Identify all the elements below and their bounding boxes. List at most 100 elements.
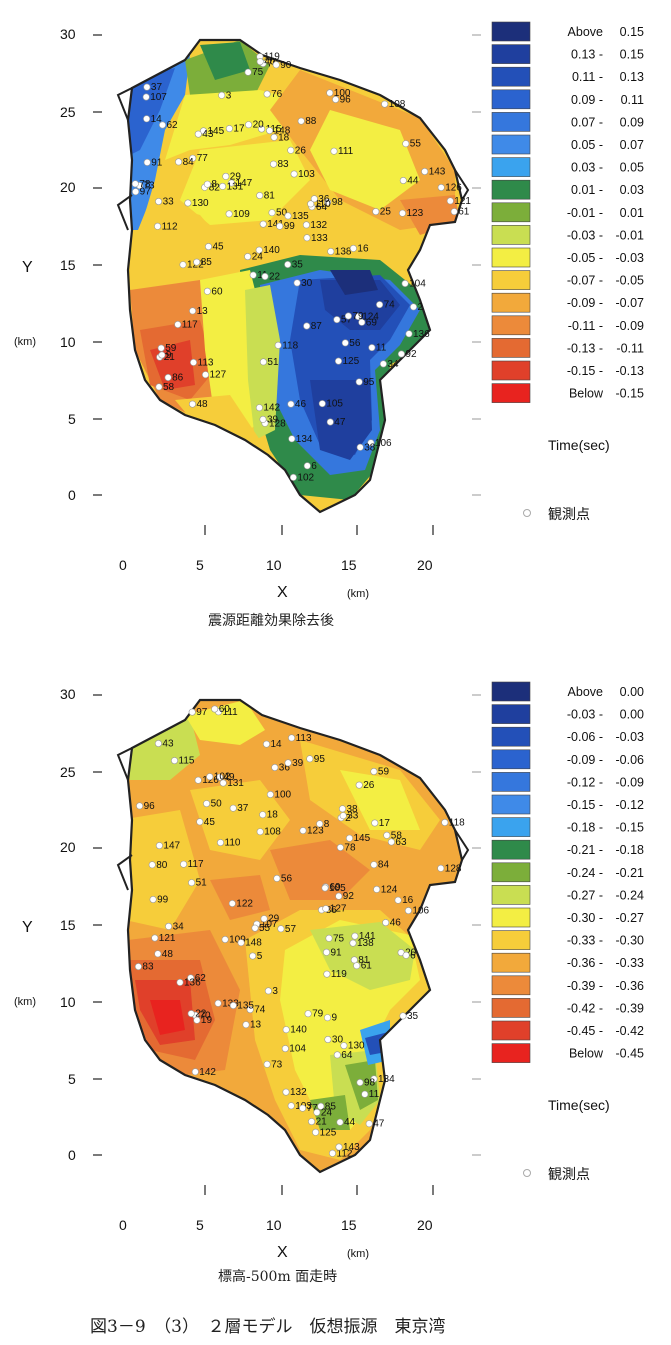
station-marker [184,199,192,207]
station-label: 22 [195,1009,207,1020]
station-label: 140 [263,245,280,256]
legend-value: -0.27 [616,911,645,925]
legend-value: -0.15 [616,821,645,835]
y-axis-unit: (km) [14,336,36,348]
station-marker [262,740,270,748]
legend-label: -0.45 - [567,1024,603,1038]
station-label: 22 [269,272,281,283]
station-label: 8 [324,819,330,830]
station-label: 148 [274,126,291,137]
station-marker [293,279,301,287]
station-label: 13 [197,306,209,317]
station-label: 58 [391,830,403,841]
station-label: 119 [264,52,280,63]
station-marker [132,188,140,196]
legend-station-label-1: 観測点 [548,506,590,523]
station-label: 138 [357,938,374,949]
legend-label: -0.30 - [567,911,603,925]
station-marker [266,127,274,135]
station-label: 64 [316,202,328,213]
station-marker [334,357,342,365]
station-marker [256,828,264,836]
station-marker [335,1143,343,1151]
x-axis-unit: (km) [347,1248,369,1260]
station-marker [321,884,329,892]
station-marker [284,260,292,268]
station-marker [158,351,166,359]
station-marker [229,804,237,812]
station-marker [354,312,362,320]
legend-label: 0.01 - [571,183,603,197]
station-marker [370,861,378,869]
station-label: 36 [279,763,291,774]
station-marker [376,301,384,309]
legend-label: -0.24 - [567,866,603,880]
station-marker [336,1118,344,1126]
station-marker [297,117,305,125]
station-marker [367,439,375,447]
station-label: 75 [252,67,264,78]
station-marker [282,1026,290,1034]
station-label: 102 [297,472,314,483]
station-label: 77 [197,153,209,164]
legend-2: Above 0.00-0.03 -0.00-0.06 - -0.03-0.09 --… [491,681,645,1063]
station-marker [313,1108,321,1116]
x-tick-5: 5 [196,557,204,573]
station-label: 60 [211,286,223,297]
station-marker [259,358,267,366]
station-label: 45 [204,817,216,828]
station-label: 26 [295,145,307,156]
station-label: 135 [292,211,309,222]
station-label: 131 [227,778,244,789]
legend-swatch [491,907,531,928]
station-marker [259,220,267,228]
station-marker [290,170,298,178]
station-label: 106 [375,438,392,449]
station-label: 96 [340,95,352,106]
station-marker [303,462,311,470]
station-marker [134,963,142,971]
station-label: 2 [418,302,424,313]
station-label: 81 [264,191,276,202]
station-marker [273,874,281,882]
station-label: 75 [333,933,345,944]
station-marker [328,1149,336,1157]
legend-station-label-2: 観測点 [548,1166,590,1183]
station-marker [327,248,335,256]
station-label: 113 [198,357,214,368]
station-label: 105 [329,883,346,894]
station-symbol-2 [523,1169,531,1177]
figure-caption: 図3－9 （3） ２層モデル 仮想振源 東京湾 [90,1317,446,1337]
station-marker [277,925,285,933]
station-marker [351,932,359,940]
station-label: 50 [211,799,223,810]
station-marker [188,879,196,887]
station-marker [312,1128,320,1136]
station-label: 136 [184,977,201,988]
station-marker [288,734,296,742]
station-marker [155,383,163,391]
legend-value: 0.01 [620,206,644,220]
station-label: 63 [395,837,407,848]
legend-label: 0.09 - [571,93,603,107]
station-label: 29 [230,171,242,182]
station-marker [370,1075,378,1083]
station-marker [191,1068,199,1076]
legend-swatch [491,179,531,200]
station-marker [402,140,410,148]
station-marker [276,222,284,230]
legend-value: -0.15 [616,387,645,401]
legend-value: 0.05 [620,161,644,175]
station-marker [381,100,389,108]
legend-swatch [491,862,531,883]
station-marker [324,1035,332,1043]
station-marker [242,1021,250,1029]
x-tick-20: 20 [417,1217,433,1233]
station-label: 69 [330,882,342,893]
legend-value: -0.11 [616,341,644,355]
legend-value: 0.03 [620,183,644,197]
legend-label: -0.09 - [567,296,603,310]
legend-label: -0.27 - [567,888,603,902]
station-label: 124 [362,312,379,323]
y-tick-30: 30 [60,26,76,42]
